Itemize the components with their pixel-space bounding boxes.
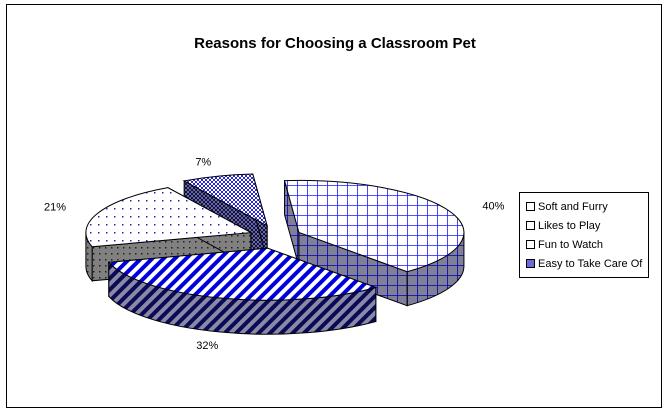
legend-label: Soft and Furry	[538, 200, 608, 213]
legend-item: Likes to Play	[526, 216, 648, 235]
pie-chart: 7% 40% 21% 32%	[44, 156, 505, 352]
data-label-likes-to-play: 32%	[196, 340, 218, 352]
pie-slice-likes-to-play	[107, 247, 378, 335]
legend-swatch	[526, 221, 535, 230]
legend-swatch	[526, 240, 535, 249]
legend-swatch	[526, 259, 535, 268]
legend-swatch	[526, 202, 535, 211]
chart-legend: Soft and Furry Likes to Play Fun to Watch E…	[519, 192, 649, 278]
pie-slice-soft-and-furry	[283, 179, 465, 307]
legend-label: Easy to Take Care Of	[538, 257, 643, 270]
legend-label: Likes to Play	[538, 219, 601, 232]
legend-item: Easy to Take Care Of	[526, 254, 648, 273]
legend-item: Soft and Furry	[526, 197, 648, 216]
data-label-fun-to-watch: 21%	[44, 202, 66, 214]
legend-label: Fun to Watch	[538, 238, 604, 251]
legend-item: Fun to Watch	[526, 235, 648, 254]
data-label-easy-to-take-care-of: 7%	[195, 156, 211, 168]
chart-area: Reasons for Choosing a Classroom Pet	[6, 4, 662, 408]
chart-title: Reasons for Choosing a Classroom Pet	[194, 35, 476, 52]
data-label-soft-and-furry: 40%	[482, 200, 504, 212]
